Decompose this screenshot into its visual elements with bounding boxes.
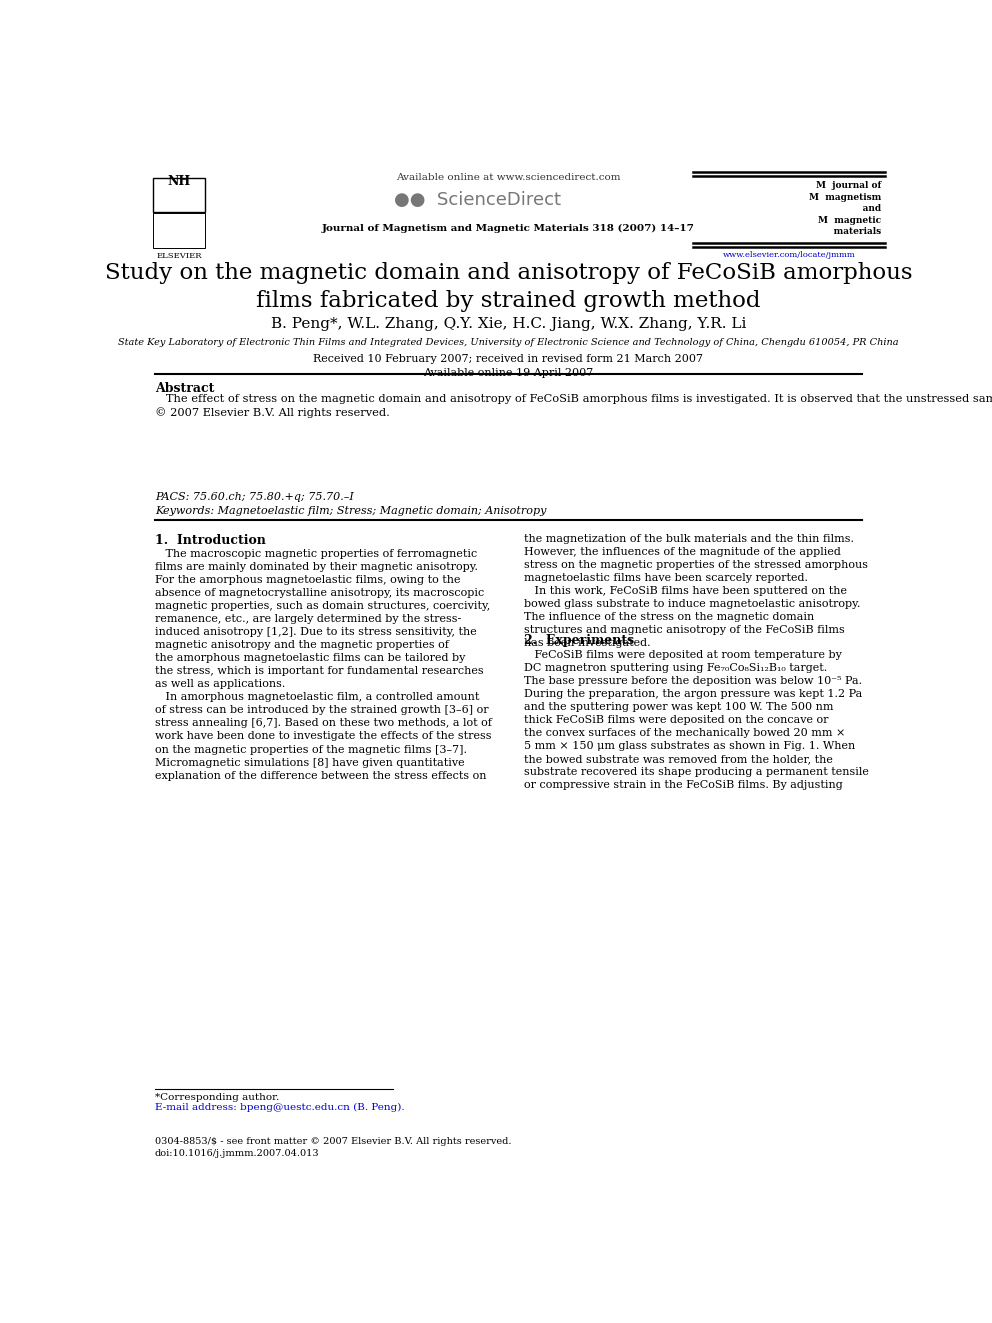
Text: 0304-8853/$ - see front matter © 2007 Elsevier B.V. All rights reserved.
doi:10.: 0304-8853/$ - see front matter © 2007 El… bbox=[155, 1136, 511, 1158]
Text: E-mail address: bpeng@uestc.edu.cn (B. Peng).: E-mail address: bpeng@uestc.edu.cn (B. P… bbox=[155, 1103, 405, 1113]
Text: Keywords: Magnetoelastic film; Stress; Magnetic domain; Anisotropy: Keywords: Magnetoelastic film; Stress; M… bbox=[155, 507, 547, 516]
Text: Received 10 February 2007; received in revised form 21 March 2007
Available onli: Received 10 February 2007; received in r… bbox=[313, 355, 703, 377]
Text: www.elsevier.com/locate/jmmm: www.elsevier.com/locate/jmmm bbox=[722, 251, 855, 259]
Text: Study on the magnetic domain and anisotropy of FeCoSiB amorphous
films fabricate: Study on the magnetic domain and anisotr… bbox=[104, 262, 913, 312]
Text: Abstract: Abstract bbox=[155, 382, 214, 394]
Text: ●●  ScienceDirect: ●● ScienceDirect bbox=[394, 192, 561, 209]
Text: 1.  Introduction: 1. Introduction bbox=[155, 533, 266, 546]
Text: Available online at www.sciencedirect.com: Available online at www.sciencedirect.co… bbox=[396, 173, 621, 183]
Text: The macroscopic magnetic properties of ferromagnetic
films are mainly dominated : The macroscopic magnetic properties of f… bbox=[155, 549, 492, 781]
Text: 2.  Experiments: 2. Experiments bbox=[524, 635, 634, 647]
Text: M  journal of
M  magnetism
     and
M  magnetic
     materials: M journal of M magnetism and M magnetic … bbox=[809, 181, 881, 235]
Text: *Corresponding author.: *Corresponding author. bbox=[155, 1093, 279, 1102]
Text: FeCoSiB films were deposited at room temperature by
DC magnetron sputtering usin: FeCoSiB films were deposited at room tem… bbox=[524, 650, 869, 790]
Text: the magnetization of the bulk materials and the thin films.
However, the influen: the magnetization of the bulk materials … bbox=[524, 533, 868, 648]
Text: PACS: 75.60.ch; 75.80.+q; 75.70.–I: PACS: 75.60.ch; 75.80.+q; 75.70.–I bbox=[155, 492, 353, 501]
Text: NH: NH bbox=[168, 175, 191, 188]
Text: Journal of Magnetism and Magnetic Materials 318 (2007) 14–17: Journal of Magnetism and Magnetic Materi… bbox=[322, 224, 694, 233]
Text: The effect of stress on the magnetic domain and anisotropy of FeCoSiB amorphous : The effect of stress on the magnetic dom… bbox=[155, 394, 992, 418]
Text: ELSEVIER: ELSEVIER bbox=[157, 253, 202, 261]
Text: B. Peng*, W.L. Zhang, Q.Y. Xie, H.C. Jiang, W.X. Zhang, Y.R. Li: B. Peng*, W.L. Zhang, Q.Y. Xie, H.C. Jia… bbox=[271, 316, 746, 331]
Text: State Key Laboratory of Electronic Thin Films and Integrated Devices, University: State Key Laboratory of Electronic Thin … bbox=[118, 339, 899, 347]
